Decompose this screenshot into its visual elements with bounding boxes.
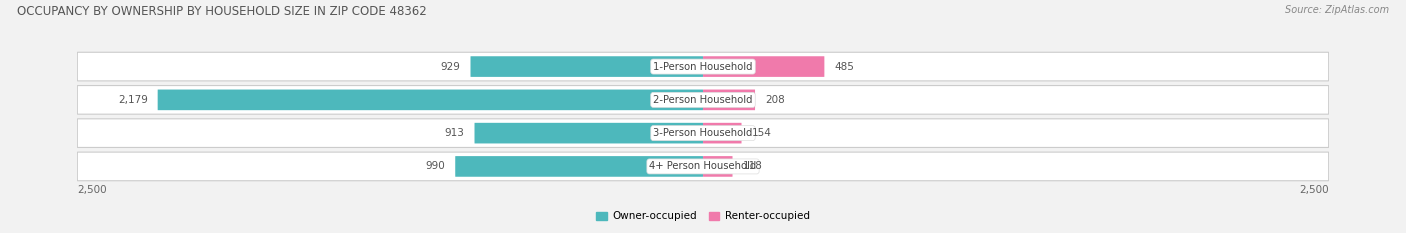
FancyBboxPatch shape xyxy=(77,152,1329,181)
FancyBboxPatch shape xyxy=(703,56,824,77)
Text: 2-Person Household: 2-Person Household xyxy=(654,95,752,105)
Text: OCCUPANCY BY OWNERSHIP BY HOUSEHOLD SIZE IN ZIP CODE 48362: OCCUPANCY BY OWNERSHIP BY HOUSEHOLD SIZE… xyxy=(17,5,426,18)
FancyBboxPatch shape xyxy=(471,56,703,77)
Text: 1-Person Household: 1-Person Household xyxy=(654,62,752,72)
FancyBboxPatch shape xyxy=(157,89,703,110)
FancyBboxPatch shape xyxy=(703,123,741,144)
FancyBboxPatch shape xyxy=(77,52,1329,81)
FancyBboxPatch shape xyxy=(456,156,703,177)
Text: 2,500: 2,500 xyxy=(1299,185,1329,195)
Text: 913: 913 xyxy=(444,128,464,138)
Text: 4+ Person Household: 4+ Person Household xyxy=(650,161,756,171)
FancyBboxPatch shape xyxy=(474,123,703,144)
Legend: Owner-occupied, Renter-occupied: Owner-occupied, Renter-occupied xyxy=(592,207,814,226)
Text: 3-Person Household: 3-Person Household xyxy=(654,128,752,138)
Text: 2,500: 2,500 xyxy=(77,185,107,195)
FancyBboxPatch shape xyxy=(77,86,1329,114)
Text: 485: 485 xyxy=(834,62,855,72)
Text: 154: 154 xyxy=(752,128,772,138)
Text: 208: 208 xyxy=(765,95,785,105)
Text: 990: 990 xyxy=(426,161,446,171)
Text: Source: ZipAtlas.com: Source: ZipAtlas.com xyxy=(1285,5,1389,15)
FancyBboxPatch shape xyxy=(77,119,1329,147)
FancyBboxPatch shape xyxy=(703,89,755,110)
Text: 929: 929 xyxy=(440,62,461,72)
FancyBboxPatch shape xyxy=(703,156,733,177)
Text: 2,179: 2,179 xyxy=(118,95,148,105)
Text: 118: 118 xyxy=(742,161,762,171)
